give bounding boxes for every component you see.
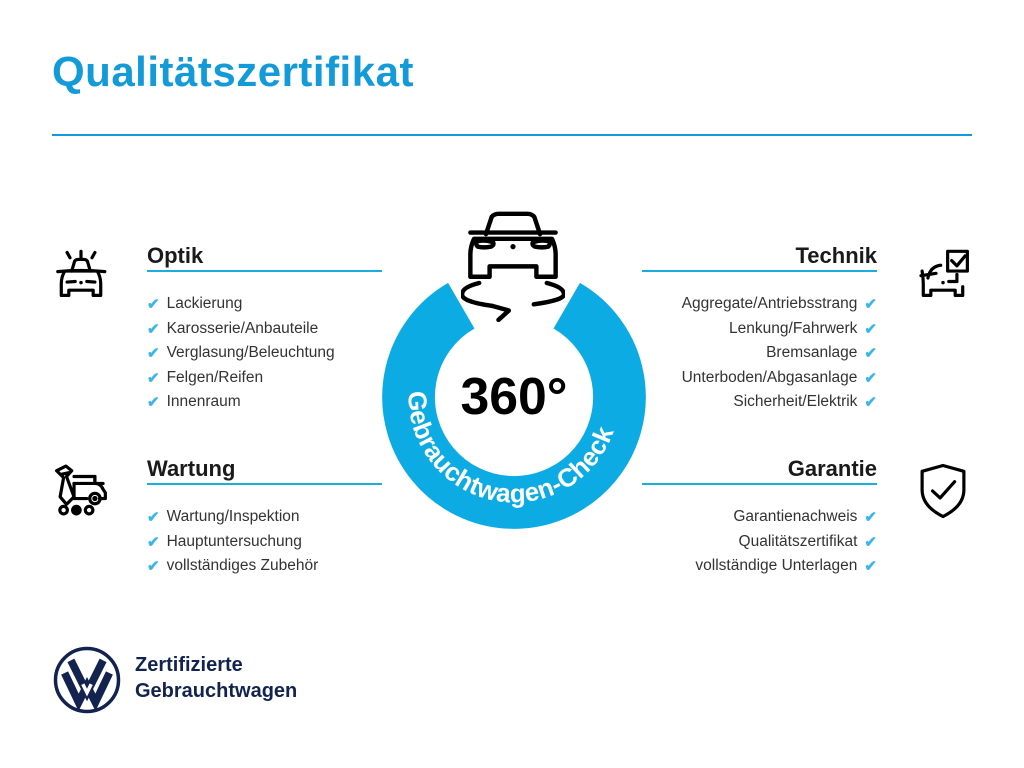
svg-text:360°: 360° (460, 367, 567, 425)
